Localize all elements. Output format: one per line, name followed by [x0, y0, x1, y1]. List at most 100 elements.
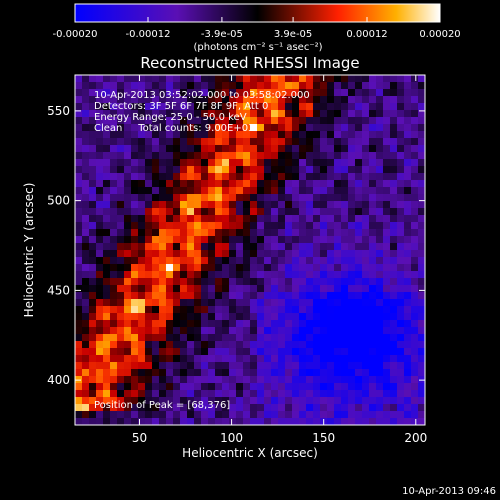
heatmap-cell — [327, 306, 335, 314]
heatmap-cell — [257, 187, 265, 195]
heatmap-cell — [138, 152, 146, 160]
heatmap-cell — [320, 117, 328, 125]
heatmap-cell — [194, 334, 202, 342]
heatmap-cell — [418, 117, 425, 125]
heatmap-cell — [411, 110, 419, 118]
heatmap-cell — [117, 117, 125, 125]
heatmap-cell — [313, 418, 321, 425]
heatmap-cell — [145, 159, 153, 167]
heatmap-cell — [110, 285, 118, 293]
heatmap-cell — [278, 355, 286, 363]
heatmap-cell — [138, 173, 146, 181]
heatmap-cell — [236, 96, 244, 104]
heatmap-cell — [89, 327, 97, 335]
heatmap-cell — [103, 299, 111, 307]
heatmap-cell — [285, 264, 293, 272]
heatmap-cell — [327, 278, 335, 286]
heatmap-cell — [271, 397, 279, 405]
heatmap-cell — [313, 152, 321, 160]
heatmap-cell — [313, 82, 321, 90]
heatmap-cell — [257, 383, 265, 391]
heatmap-cell — [404, 285, 412, 293]
heatmap-cell — [110, 229, 118, 237]
heatmap-cell — [320, 159, 328, 167]
heatmap-cell — [222, 243, 230, 251]
heatmap-cell — [131, 201, 139, 209]
heatmap-cell — [187, 383, 195, 391]
heatmap-cell — [152, 278, 160, 286]
heatmap-cell — [75, 348, 83, 356]
heatmap-cell — [306, 411, 314, 419]
heatmap-cell — [89, 355, 97, 363]
heatmap-cell — [278, 271, 286, 279]
heatmap-cell — [348, 152, 356, 160]
heatmap-cell — [327, 89, 335, 97]
heatmap-cell — [341, 292, 349, 300]
heatmap-cell — [355, 334, 363, 342]
heatmap-cell — [278, 397, 286, 405]
heatmap-cell — [313, 103, 321, 111]
heatmap-cell — [243, 348, 251, 356]
heatmap-cell — [390, 355, 398, 363]
heatmap-cell — [201, 222, 209, 230]
heatmap-cell — [166, 159, 174, 167]
heatmap-cell — [320, 341, 328, 349]
heatmap-cell — [89, 180, 97, 188]
heatmap-cell — [166, 348, 174, 356]
heatmap-cell — [173, 166, 181, 174]
heatmap-cell — [362, 306, 370, 314]
heatmap-cell — [173, 110, 181, 118]
heatmap-cell — [397, 166, 405, 174]
heatmap-cell — [145, 243, 153, 251]
heatmap-cell — [257, 173, 265, 181]
heatmap-cell — [187, 117, 195, 125]
heatmap-cell — [292, 250, 300, 258]
heatmap-cell — [397, 187, 405, 195]
heatmap-cell — [180, 285, 188, 293]
heatmap-cell — [271, 145, 279, 153]
heatmap-cell — [271, 257, 279, 265]
heatmap-cell — [250, 320, 258, 328]
heatmap-cell — [278, 124, 286, 132]
heatmap-cell — [348, 362, 356, 370]
heatmap-cell — [376, 292, 384, 300]
heatmap-cell — [271, 285, 279, 293]
heatmap-cell — [306, 201, 314, 209]
heatmap-cell — [362, 278, 370, 286]
heatmap-cell — [383, 397, 391, 405]
heatmap-cell — [215, 159, 223, 167]
heatmap-cell — [278, 110, 286, 118]
heatmap-cell — [75, 89, 83, 97]
heatmap-cell — [271, 194, 279, 202]
heatmap-cell — [257, 411, 265, 419]
heatmap-cell — [341, 89, 349, 97]
heatmap-cell — [75, 110, 83, 118]
heatmap-cell — [264, 299, 272, 307]
heatmap-cell — [159, 110, 167, 118]
heatmap-cell — [215, 124, 223, 132]
heatmap-cell — [180, 341, 188, 349]
heatmap-cell — [411, 89, 419, 97]
heatmap-cell — [75, 418, 83, 425]
heatmap-cell — [222, 404, 230, 412]
heatmap-cell — [152, 292, 160, 300]
heatmap-cell — [166, 285, 174, 293]
heatmap-cell — [82, 264, 90, 272]
heatmap-cell — [397, 348, 405, 356]
heatmap-cell — [131, 369, 139, 377]
heatmap-cell — [250, 75, 258, 83]
heatmap-cell — [194, 411, 202, 419]
heatmap-cell — [390, 327, 398, 335]
heatmap-cell — [355, 285, 363, 293]
heatmap-cell — [369, 278, 377, 286]
heatmap-cell — [82, 82, 90, 90]
heatmap-cell — [138, 271, 146, 279]
heatmap-cell — [236, 418, 244, 425]
heatmap-cell — [173, 124, 181, 132]
heatmap-cell — [348, 201, 356, 209]
heatmap-cell — [397, 180, 405, 188]
heatmap-cell — [103, 362, 111, 370]
heatmap-cell — [187, 180, 195, 188]
heatmap-cell — [411, 159, 419, 167]
heatmap-cell — [397, 418, 405, 425]
